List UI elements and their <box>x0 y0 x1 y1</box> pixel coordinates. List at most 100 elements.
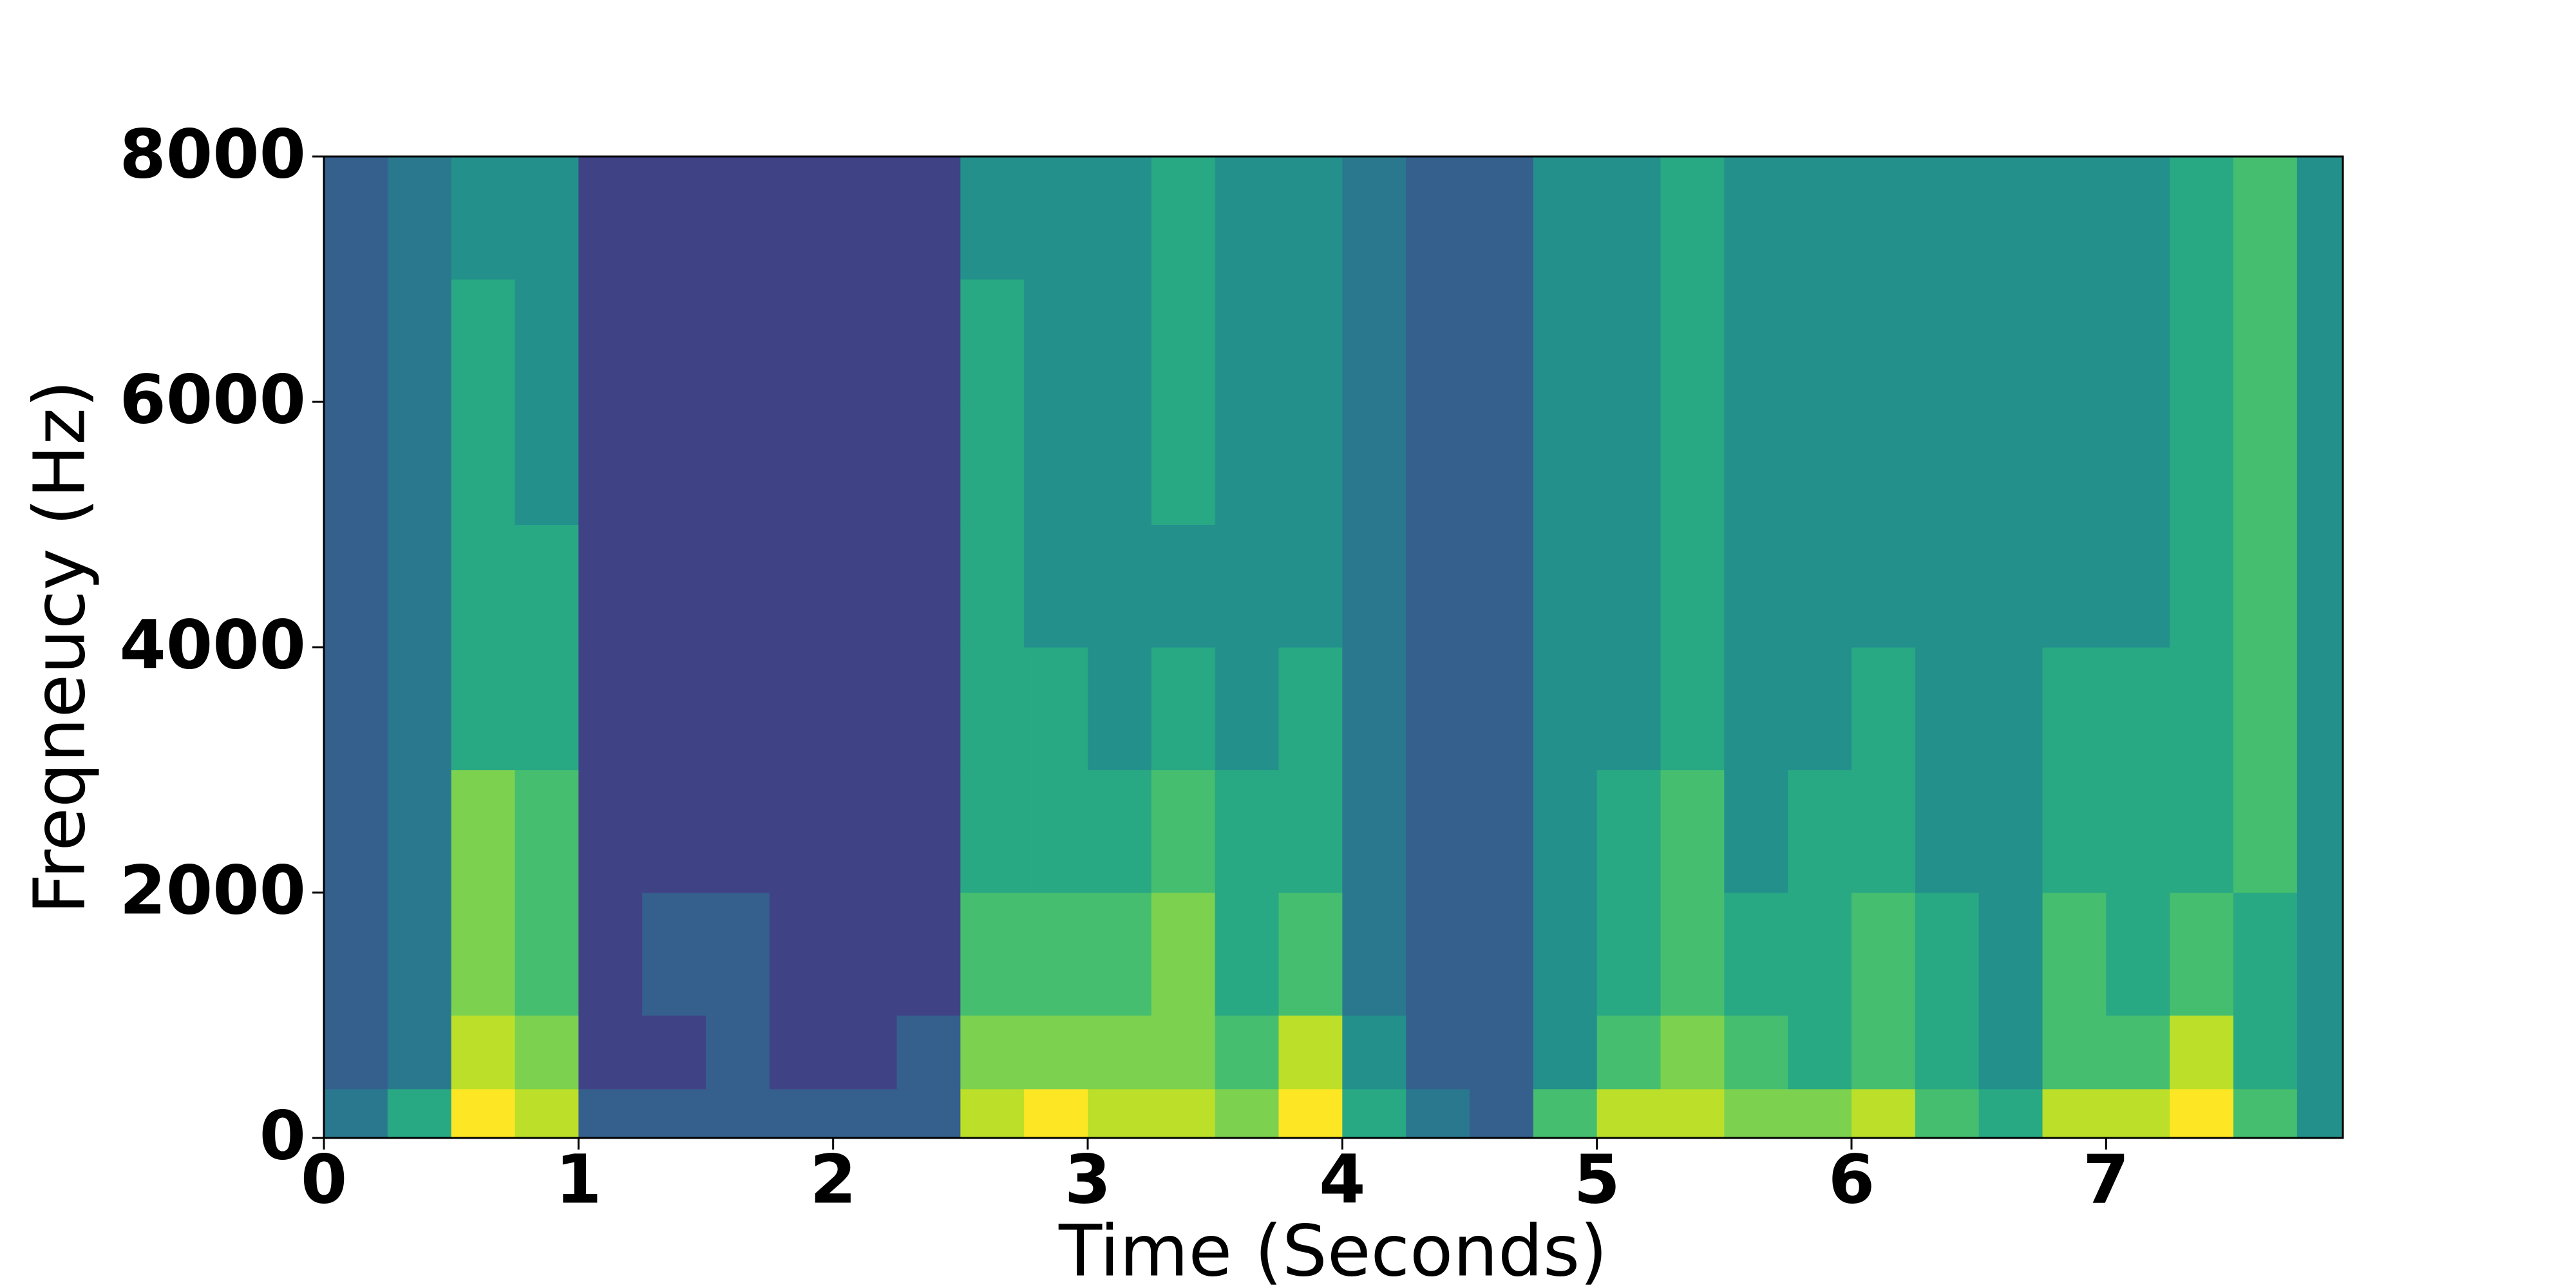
heatmap-cell <box>451 1015 516 1090</box>
heatmap-cell <box>1215 893 1280 1016</box>
heatmap-cell <box>642 770 706 893</box>
heatmap-cell <box>1024 893 1088 1016</box>
heatmap-cell <box>960 647 1025 770</box>
heatmap-cell <box>2106 402 2170 525</box>
heatmap-cell <box>1596 402 1662 525</box>
y-tick-label: 6000 <box>120 360 306 439</box>
heatmap-cell <box>833 279 898 402</box>
heatmap-cell <box>1533 1015 1598 1090</box>
heatmap-cell <box>451 1088 516 1139</box>
heatmap-cell <box>1342 647 1406 770</box>
heatmap-cell <box>642 156 706 279</box>
heatmap-cell <box>387 893 452 1016</box>
heatmap-cell <box>706 1015 770 1090</box>
heatmap-cell <box>1915 1088 1980 1139</box>
heatmap-cell <box>1342 156 1406 279</box>
heatmap-cell <box>896 1088 961 1139</box>
heatmap-cell <box>1724 1088 1788 1139</box>
x-tick-label: 4 <box>1319 1140 1365 1218</box>
heatmap-cell <box>1978 524 2043 648</box>
heatmap-cell <box>1024 1088 1088 1139</box>
heatmap-cell <box>451 770 516 893</box>
heatmap-cell <box>2106 156 2170 279</box>
heatmap-cell <box>1788 156 1852 279</box>
heatmap-cell <box>578 156 643 279</box>
x-tick-label: 1 <box>555 1140 601 1218</box>
heatmap-cell <box>2297 402 2344 525</box>
heatmap-cell <box>833 402 898 525</box>
heatmap-cell <box>1852 524 1916 648</box>
heatmap-cell <box>1915 524 1980 648</box>
heatmap-cell <box>2042 647 2107 770</box>
heatmap-cell <box>451 279 516 402</box>
heatmap-cell <box>706 156 770 279</box>
heatmap-cell <box>1788 770 1852 893</box>
heatmap-cell <box>1278 524 1343 648</box>
heatmap-cell <box>1660 647 1725 770</box>
heatmap-cell <box>1852 402 1916 525</box>
heatmap-cell <box>1852 1088 1916 1139</box>
heatmap-cell <box>1470 402 1534 525</box>
heatmap-cell <box>1024 156 1088 279</box>
heatmap-cell <box>960 1088 1025 1139</box>
heatmap-cell <box>1596 524 1662 648</box>
heatmap-cell <box>387 279 452 402</box>
heatmap-cell <box>1088 1088 1152 1139</box>
heatmap-cell <box>1788 1088 1852 1139</box>
heatmap-cell <box>324 770 388 893</box>
heatmap-cell <box>2042 402 2107 525</box>
heatmap-cell <box>1724 1015 1788 1090</box>
heatmap-cell <box>1978 1088 2043 1139</box>
heatmap-cell <box>1088 647 1152 770</box>
heatmap-cell <box>1215 647 1280 770</box>
heatmap-cell <box>578 1088 643 1139</box>
heatmap-cell <box>833 770 898 893</box>
heatmap-cell <box>960 770 1025 893</box>
heatmap-cell <box>706 647 770 770</box>
heatmap-cell <box>1342 279 1406 402</box>
heatmap-cell <box>769 770 834 893</box>
heatmap-cell <box>2170 402 2234 525</box>
heatmap-cell <box>1470 156 1534 279</box>
heatmap-cell <box>1978 1015 2043 1090</box>
heatmap-cell <box>833 524 898 648</box>
heatmap-cell <box>1088 402 1152 525</box>
heatmap-cell <box>324 1015 388 1090</box>
heatmap-cell <box>1915 402 1980 525</box>
heatmap-cell <box>706 279 770 402</box>
heatmap-cell <box>1406 770 1470 893</box>
heatmap-cell <box>833 1015 898 1090</box>
heatmap-cell <box>451 402 516 525</box>
heatmap-cell <box>1088 893 1152 1016</box>
heatmap-cell <box>2233 156 2298 279</box>
heatmap-cell <box>1915 893 1980 1016</box>
heatmap-cell <box>1596 1015 1662 1090</box>
heatmap-cell <box>1724 402 1788 525</box>
heatmap-cell <box>1660 279 1725 402</box>
heatmap-cell <box>1724 647 1788 770</box>
heatmap-cell <box>1724 524 1788 648</box>
heatmap-cell <box>451 647 516 770</box>
heatmap-cell <box>1915 279 1980 402</box>
heatmap-cell <box>1215 770 1280 893</box>
heatmap-cell <box>642 1088 706 1139</box>
heatmap-cell <box>2042 770 2107 893</box>
heatmap-cell <box>324 402 388 525</box>
heatmap-cell <box>642 893 706 1016</box>
heatmap-cell <box>1151 647 1216 770</box>
x-axis-label: Time (Seconds) <box>1058 1209 1607 1288</box>
heatmap-cell <box>1788 893 1852 1016</box>
heatmap-cell <box>1342 402 1406 525</box>
heatmap-cell <box>1852 893 1916 1016</box>
heatmap-cell <box>2106 1088 2170 1139</box>
heatmap-cell <box>515 524 579 648</box>
heatmap-cell <box>2233 647 2298 770</box>
heatmap-cell <box>515 156 579 279</box>
heatmap-cell <box>1852 770 1916 893</box>
y-tick-label: 4000 <box>120 605 306 684</box>
heatmap-cell <box>2106 770 2170 893</box>
heatmap-cell <box>1533 524 1598 648</box>
heatmap-cell <box>769 156 834 279</box>
heatmap-cell <box>515 647 579 770</box>
heatmap-cell <box>2042 893 2107 1016</box>
